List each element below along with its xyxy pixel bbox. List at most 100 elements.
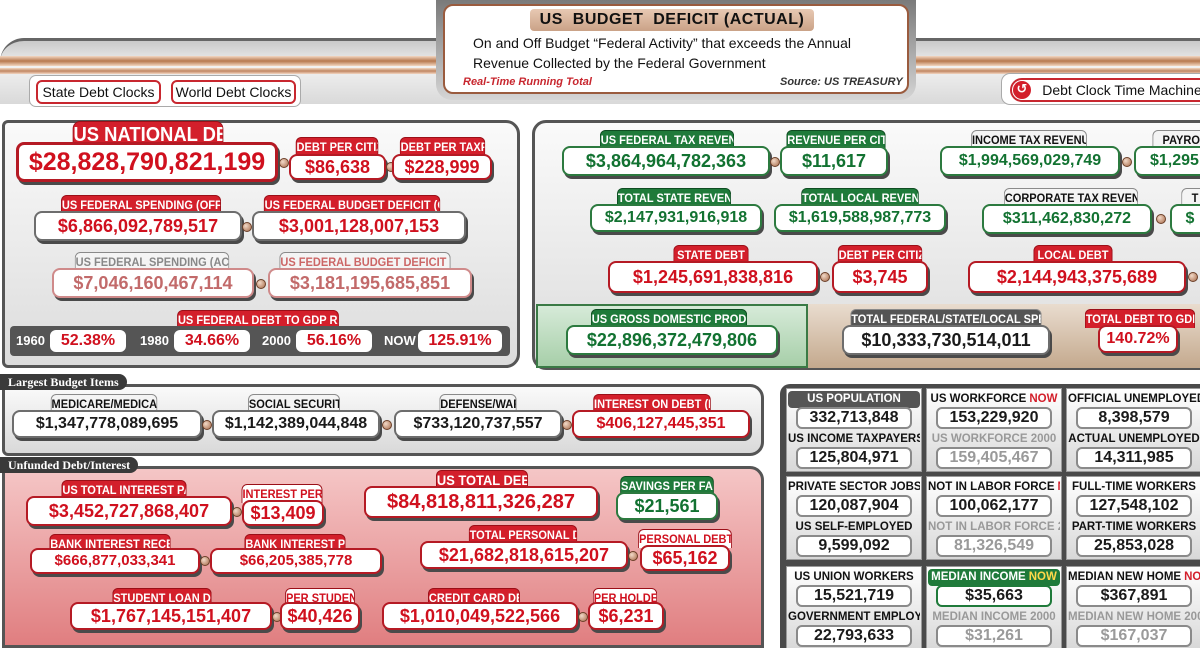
- federal-tax-revenue-label: US FEDERAL TAX REVENUE: [599, 130, 735, 149]
- budget-item-label: MEDICARE/MEDICAID: [50, 394, 158, 413]
- ratio-year-now: NOW: [384, 333, 416, 348]
- local-revenue-value: $1,619,588,987,773: [774, 204, 946, 232]
- chain-link-icon: [1122, 157, 1132, 167]
- ratio-value-1960: 52.38%: [50, 330, 126, 352]
- federal-spending-actual-label: US FEDERAL SPENDING (ACTUAL): [74, 252, 230, 271]
- revenue-per-citizen-value: $11,617: [780, 146, 888, 176]
- stats-value: 100,062,177: [936, 495, 1052, 517]
- header-source: Source: US TREASURY: [780, 76, 903, 88]
- bank-interest-paid-label: BANK INTEREST PAID: [244, 534, 346, 553]
- stats-label: US WORKFORCE 2000: [931, 433, 1057, 445]
- stats-label: MEDIAN INCOME NOW: [928, 569, 1060, 586]
- stats-value: $35,663: [936, 585, 1052, 607]
- federal-spending-official-value: $6,866,092,789,517: [34, 211, 242, 241]
- stats-value: 127,548,102: [1076, 495, 1192, 517]
- gdp-label: US GROSS DOMESTIC PRODUCT: [590, 309, 748, 328]
- chain-link-icon: [232, 507, 242, 517]
- budget-item-label: INTEREST ON DEBT (NET): [593, 394, 711, 413]
- state-debt-label: STATE DEBT: [673, 245, 749, 264]
- stats-value: 120,087,904: [796, 495, 912, 517]
- t-value: $: [1170, 204, 1200, 234]
- credit-card-debt-value: $1,010,049,522,566: [382, 602, 578, 630]
- per-student-value: $40,426: [280, 602, 360, 630]
- budget-items-section-title: Largest Budget Items: [0, 374, 127, 390]
- chain-link-icon: [200, 556, 210, 566]
- debt-per-citizen-value: $86,638: [289, 154, 386, 180]
- payroll-label: PAYRO: [1152, 130, 1200, 149]
- ratio-value-now: 125.91%: [418, 330, 502, 352]
- debt-to-gdp-ratio-label: US FEDERAL DEBT TO GDP RATIO: [177, 310, 339, 329]
- stats-value: 125,804,971: [796, 447, 912, 469]
- state-debt-clocks-button[interactable]: State Debt Clocks: [36, 80, 161, 104]
- chain-link-icon: [578, 612, 588, 622]
- total-interest-paid-value: $3,452,727,868,407: [26, 496, 232, 526]
- budget-item-value: $1,142,389,044,848: [212, 410, 380, 438]
- stats-value: 332,713,848: [796, 407, 912, 429]
- stats-value: 159,405,467: [936, 447, 1052, 469]
- stats-label: OFFICIAL UNEMPLOYED: [1068, 393, 1200, 405]
- chain-link-icon: [202, 420, 212, 430]
- federal-budget-deficit-actual-value: $3,181,195,685,851: [268, 268, 472, 298]
- savings-per-family-label: SAVINGS PER FAMILY: [620, 476, 714, 495]
- corporate-tax-revenue-label: CORPORATE TAX REVENUE: [1003, 188, 1139, 207]
- stats-label: PRIVATE SECTOR JOBS: [788, 481, 920, 493]
- stats-label: MEDIAN INCOME 2000: [932, 611, 1056, 623]
- stats-value: $167,037: [1076, 625, 1192, 647]
- budget-item-value: $1,347,778,089,695: [12, 410, 202, 438]
- stats-value: $367,891: [1076, 585, 1192, 607]
- local-debt-label: LOCAL DEBT: [1033, 245, 1113, 264]
- refresh-icon: ↺: [1013, 81, 1031, 99]
- header-description: On and Off Budget “Federal Activity” tha…: [473, 35, 851, 71]
- debt-per-taxpayer-label: DEBT PER TAXPAYER: [399, 137, 486, 156]
- chain-link-icon: [279, 158, 289, 168]
- federal-budget-deficit-actual-label: US FEDERAL BUDGET DEFICIT (ACTUAL): [279, 252, 451, 271]
- chain-link-icon: [770, 157, 780, 167]
- local-revenue-label: TOTAL LOCAL REVENUE: [801, 188, 919, 207]
- ratio-year-1980: 1980: [140, 333, 169, 348]
- us-total-debt-value: $84,818,811,326,287: [364, 486, 598, 518]
- now-badge: NOW: [1028, 571, 1057, 583]
- ratio-year-1960: 1960: [16, 333, 45, 348]
- personal-debt-per-citizen-label: PERSONAL DEBT PER CIT.: [638, 529, 732, 548]
- stats-value: 81,326,549: [936, 535, 1052, 557]
- stats-label: MEDIAN NEW HOME 2000: [1068, 611, 1200, 623]
- chain-link-icon: [628, 551, 638, 561]
- stats-label: FULL-TIME WORKERS: [1072, 481, 1196, 493]
- revenue-per-citizen-label: REVENUE PER CITIZEN: [786, 130, 886, 149]
- stats-label: GOVERNMENT EMPLOYEES: [788, 611, 920, 623]
- interest-per-adult-value: $13,409: [242, 500, 324, 526]
- now-badge: NOW: [1029, 393, 1058, 405]
- world-debt-clocks-button[interactable]: World Debt Clocks: [171, 80, 296, 104]
- chain-link-icon: [820, 272, 830, 282]
- stats-value: 22,793,633: [796, 625, 912, 647]
- budget-item-label: DEFENSE/WAR: [439, 394, 517, 413]
- now-badge: NOW: [1058, 481, 1061, 493]
- time-machine-button[interactable]: Debt Clock Time Machine: [1010, 78, 1200, 102]
- corporate-tax-revenue-value: $311,462,830,272: [982, 204, 1152, 234]
- chain-link-icon: [562, 420, 572, 430]
- per-holder-value: $6,231: [588, 602, 664, 630]
- personal-debt-per-citizen-value: $65,162: [640, 545, 730, 571]
- stats-label: US UNION WORKERS: [794, 571, 914, 583]
- chain-link-icon: [382, 420, 392, 430]
- income-tax-revenue-value: $1,994,569,029,749: [940, 146, 1120, 176]
- stats-value: 8,398,579: [1076, 407, 1192, 429]
- stats-label: US INCOME TAXPAYERS: [788, 433, 920, 445]
- state-debt-per-citizen-value: $3,745: [832, 261, 928, 293]
- state-revenue-value: $2,147,931,916,918: [590, 204, 762, 232]
- stats-value: 14,311,985: [1076, 447, 1192, 469]
- state-revenue-label: TOTAL STATE REVENUE: [616, 188, 732, 207]
- student-loan-debt-value: $1,767,145,151,407: [70, 602, 272, 630]
- federal-budget-deficit-official-value: $3,001,128,007,153: [252, 211, 466, 241]
- chain-link-icon: [1188, 272, 1198, 282]
- stats-value: 15,521,719: [796, 585, 912, 607]
- state-debt-value: $1,245,691,838,816: [608, 261, 818, 293]
- chain-link-icon: [256, 279, 266, 289]
- stats-label: US POPULATION: [788, 391, 920, 408]
- header-running-total: Real-Time Running Total: [463, 76, 592, 88]
- debt-per-citizen-label: DEBT PER CITIZEN: [295, 137, 379, 156]
- stats-value: $31,261: [936, 625, 1052, 647]
- ratio-value-2000: 56.16%: [296, 330, 372, 352]
- stats-label: US SELF-EMPLOYED: [795, 521, 913, 533]
